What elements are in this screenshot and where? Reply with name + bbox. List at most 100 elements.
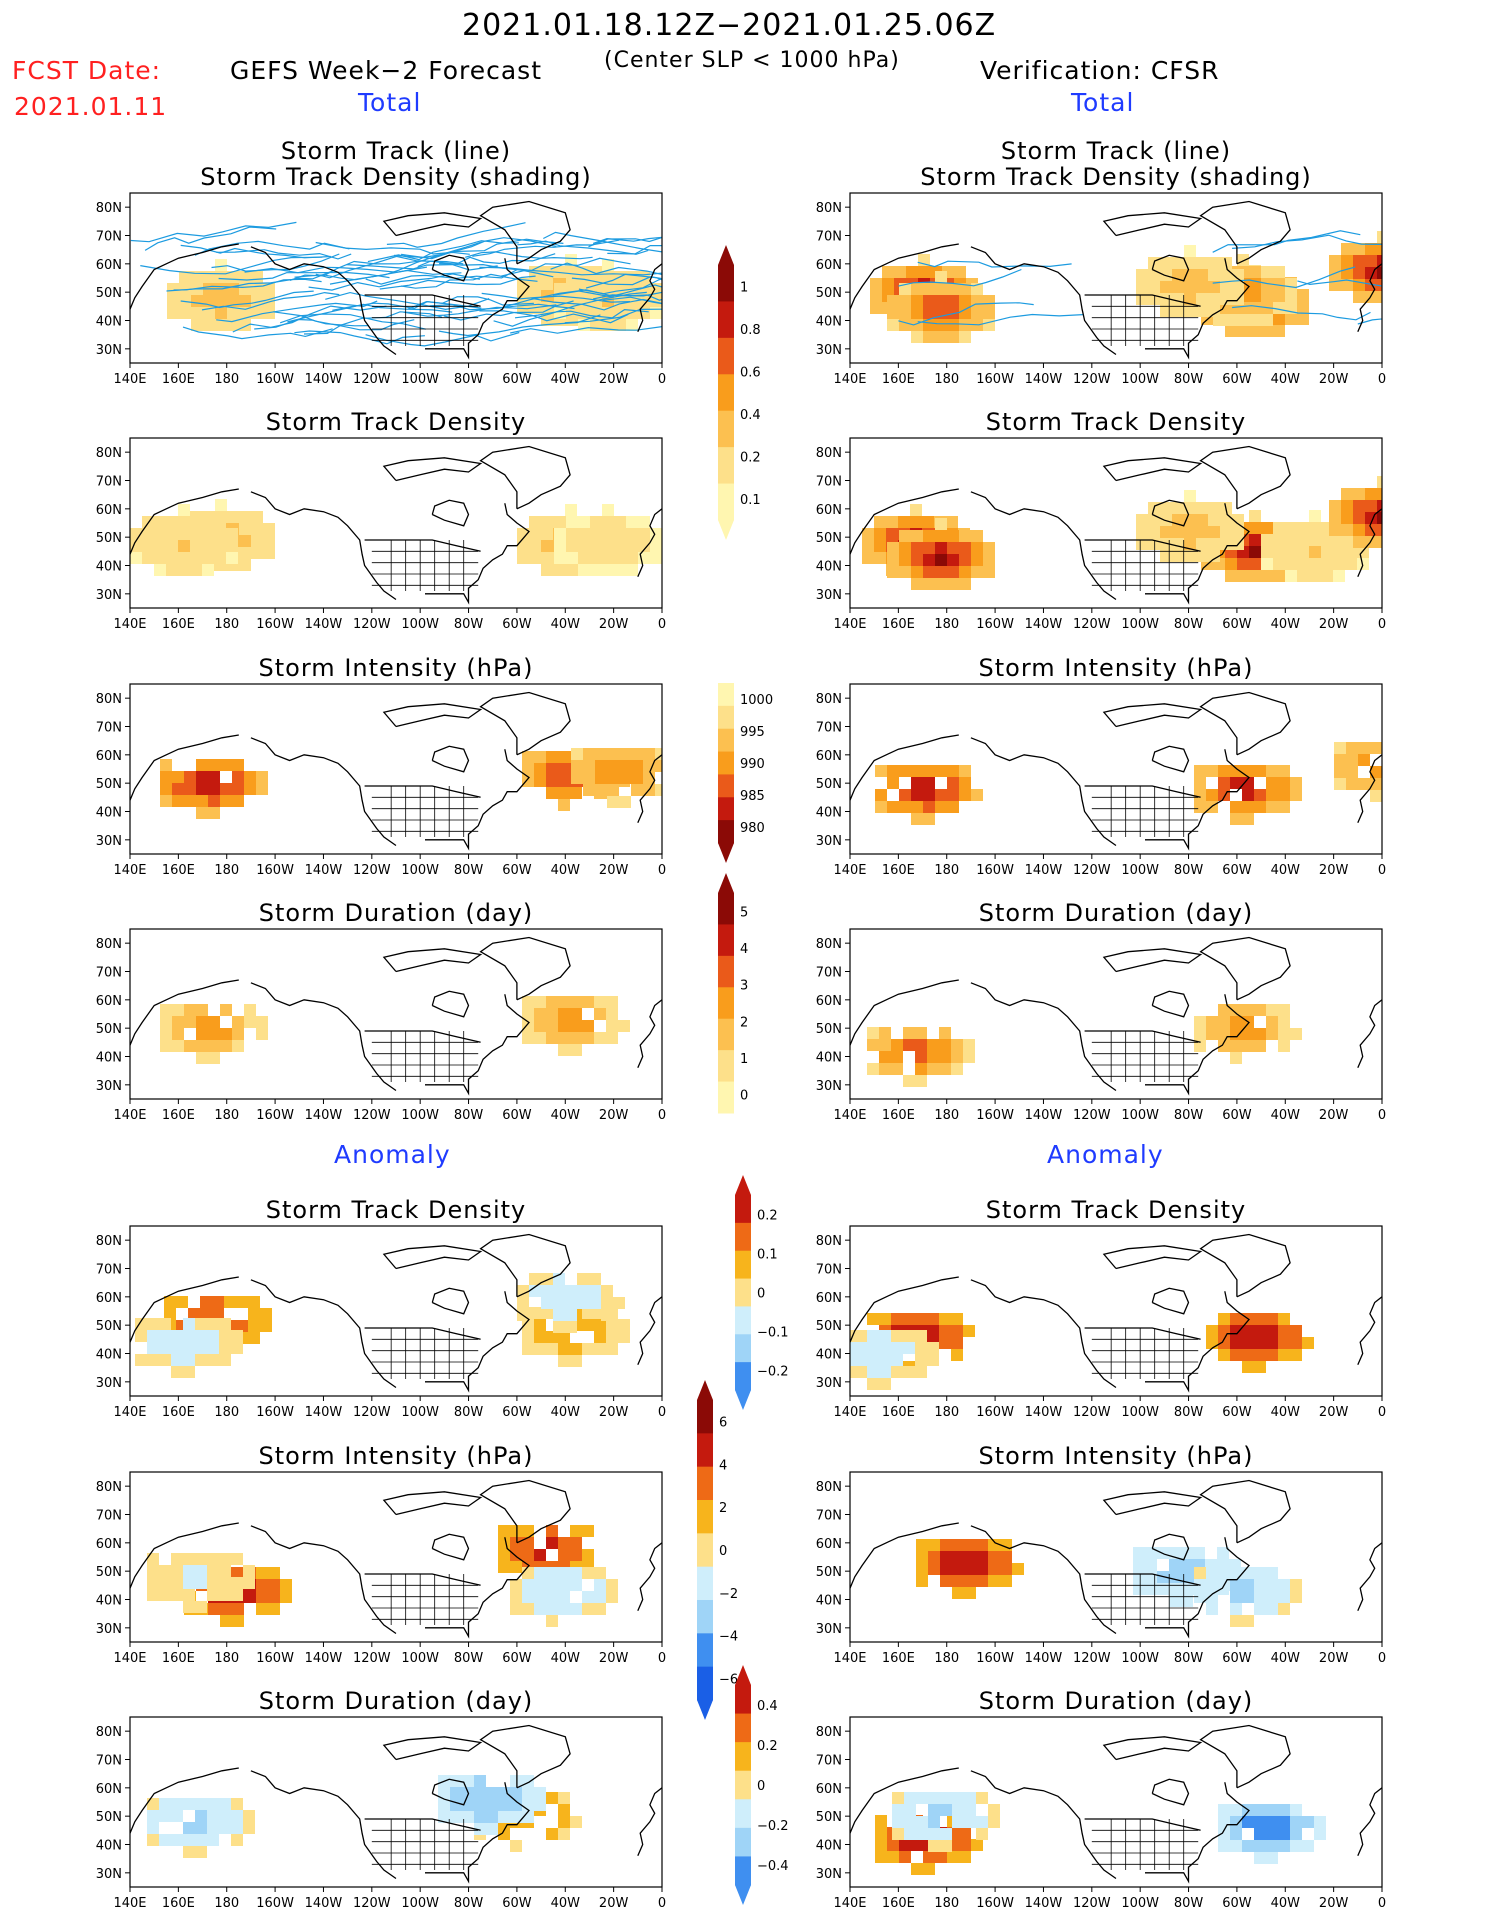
track-line (438, 314, 601, 337)
lon-tick-label: 100W (401, 617, 439, 632)
data-cell (904, 1828, 916, 1840)
data-cell (142, 528, 154, 540)
data-cell (935, 765, 947, 777)
data-cell (867, 1039, 879, 1051)
panel-title: Storm Duration (day) (259, 1687, 534, 1715)
data-cell (862, 540, 874, 552)
data-cell (935, 331, 947, 343)
lon-tick-label: 0 (658, 1405, 666, 1420)
data-cell (935, 578, 947, 590)
data-cell (976, 1792, 988, 1804)
data-cell (202, 528, 214, 540)
data-cell (952, 1551, 964, 1563)
data-cell (263, 547, 275, 559)
lon-tick-label: 100W (401, 372, 439, 387)
lon-tick-label: 160E (882, 1405, 915, 1420)
data-cell (1285, 558, 1297, 570)
data-cell (1232, 269, 1244, 281)
lon-tick-label: 140E (113, 372, 146, 387)
lon-tick-label: 40W (1271, 1108, 1301, 1123)
lon-tick-label: 100W (1121, 617, 1159, 632)
data-cell (558, 1828, 570, 1840)
data-cell (1290, 1349, 1302, 1361)
data-cell (915, 1366, 927, 1378)
data-cell (638, 528, 650, 540)
data-cell (1242, 789, 1254, 801)
lon-tick-label: 160W (256, 372, 294, 387)
data-cell (1401, 291, 1413, 303)
lat-tick-label: 80N (96, 1234, 122, 1249)
data-cell (899, 295, 911, 307)
data-cell (1425, 500, 1437, 512)
track-line (531, 297, 662, 311)
data-cell (207, 1798, 219, 1810)
data-cell (1321, 570, 1333, 582)
panel-frame (849, 192, 1383, 364)
data-cell (1334, 766, 1346, 778)
lon-tick-label: 100W (1121, 372, 1159, 387)
coastlines (130, 445, 662, 605)
coastlines (850, 936, 1382, 1096)
data-cell (219, 1565, 231, 1577)
data-cell (1206, 1028, 1218, 1040)
data-cell (602, 516, 614, 528)
data-cell (1406, 754, 1418, 766)
data-cell (1169, 1571, 1181, 1583)
data-cell (935, 271, 947, 283)
data-cell (631, 760, 643, 772)
data-cell (951, 1051, 963, 1063)
data-cell (904, 1792, 916, 1804)
data-cell (517, 1297, 529, 1309)
lon-tick-label: 80W (1174, 372, 1204, 387)
data-cell (582, 1319, 594, 1331)
data-cell (667, 760, 679, 772)
data-cell (915, 1063, 927, 1075)
track-line (571, 276, 662, 286)
data-cell (522, 1525, 534, 1537)
data-cell (1194, 1028, 1206, 1040)
data-cell (239, 547, 251, 559)
data-cell (546, 996, 558, 1008)
lon-tick-label: 60W (1222, 372, 1252, 387)
data-cell (1208, 305, 1220, 317)
data-cell (553, 1309, 565, 1321)
track-line (552, 284, 662, 298)
data-cell (928, 1828, 940, 1840)
data-cell (879, 1063, 891, 1075)
data-cell (1230, 801, 1242, 813)
lon-tick-label: 80W (454, 617, 484, 632)
data-cell (1278, 1040, 1290, 1052)
data-cell (558, 787, 570, 799)
data-cell (959, 1851, 971, 1863)
data-cell (1225, 314, 1237, 326)
lat-tick-label: 40N (816, 315, 842, 330)
data-cell (1278, 765, 1290, 777)
data-cell (1401, 500, 1413, 512)
data-cell (178, 552, 190, 564)
data-cell (571, 772, 583, 784)
colorbar-label: −0.4 (757, 1859, 789, 1874)
track-line (585, 273, 662, 289)
data-cell (606, 1579, 618, 1591)
data-cell (1297, 558, 1309, 570)
lon-tick-label: 0 (1378, 1405, 1386, 1420)
data-cell (1365, 488, 1377, 500)
data-cell (239, 295, 251, 307)
data-cell (522, 1331, 534, 1343)
data-cell (215, 499, 227, 511)
data-cell (923, 331, 935, 343)
data-cell (450, 1787, 462, 1799)
lon-tick-label: 0 (658, 1896, 666, 1911)
data-cell (850, 1342, 855, 1354)
data-cell (954, 266, 966, 278)
panel-p-l7: Storm Duration (day)140E 160E 180 160W 140W 1… (96, 1687, 666, 1911)
data-cell (1266, 1840, 1278, 1852)
data-cell (196, 1004, 208, 1016)
data-cell (1261, 558, 1273, 570)
data-cell (1329, 255, 1341, 267)
data-cell (522, 1591, 534, 1603)
lon-tick-label: 160W (976, 617, 1014, 632)
data-cell (618, 1020, 630, 1032)
lon-tick-label: 180 (214, 1405, 239, 1420)
data-cell (159, 1834, 171, 1846)
